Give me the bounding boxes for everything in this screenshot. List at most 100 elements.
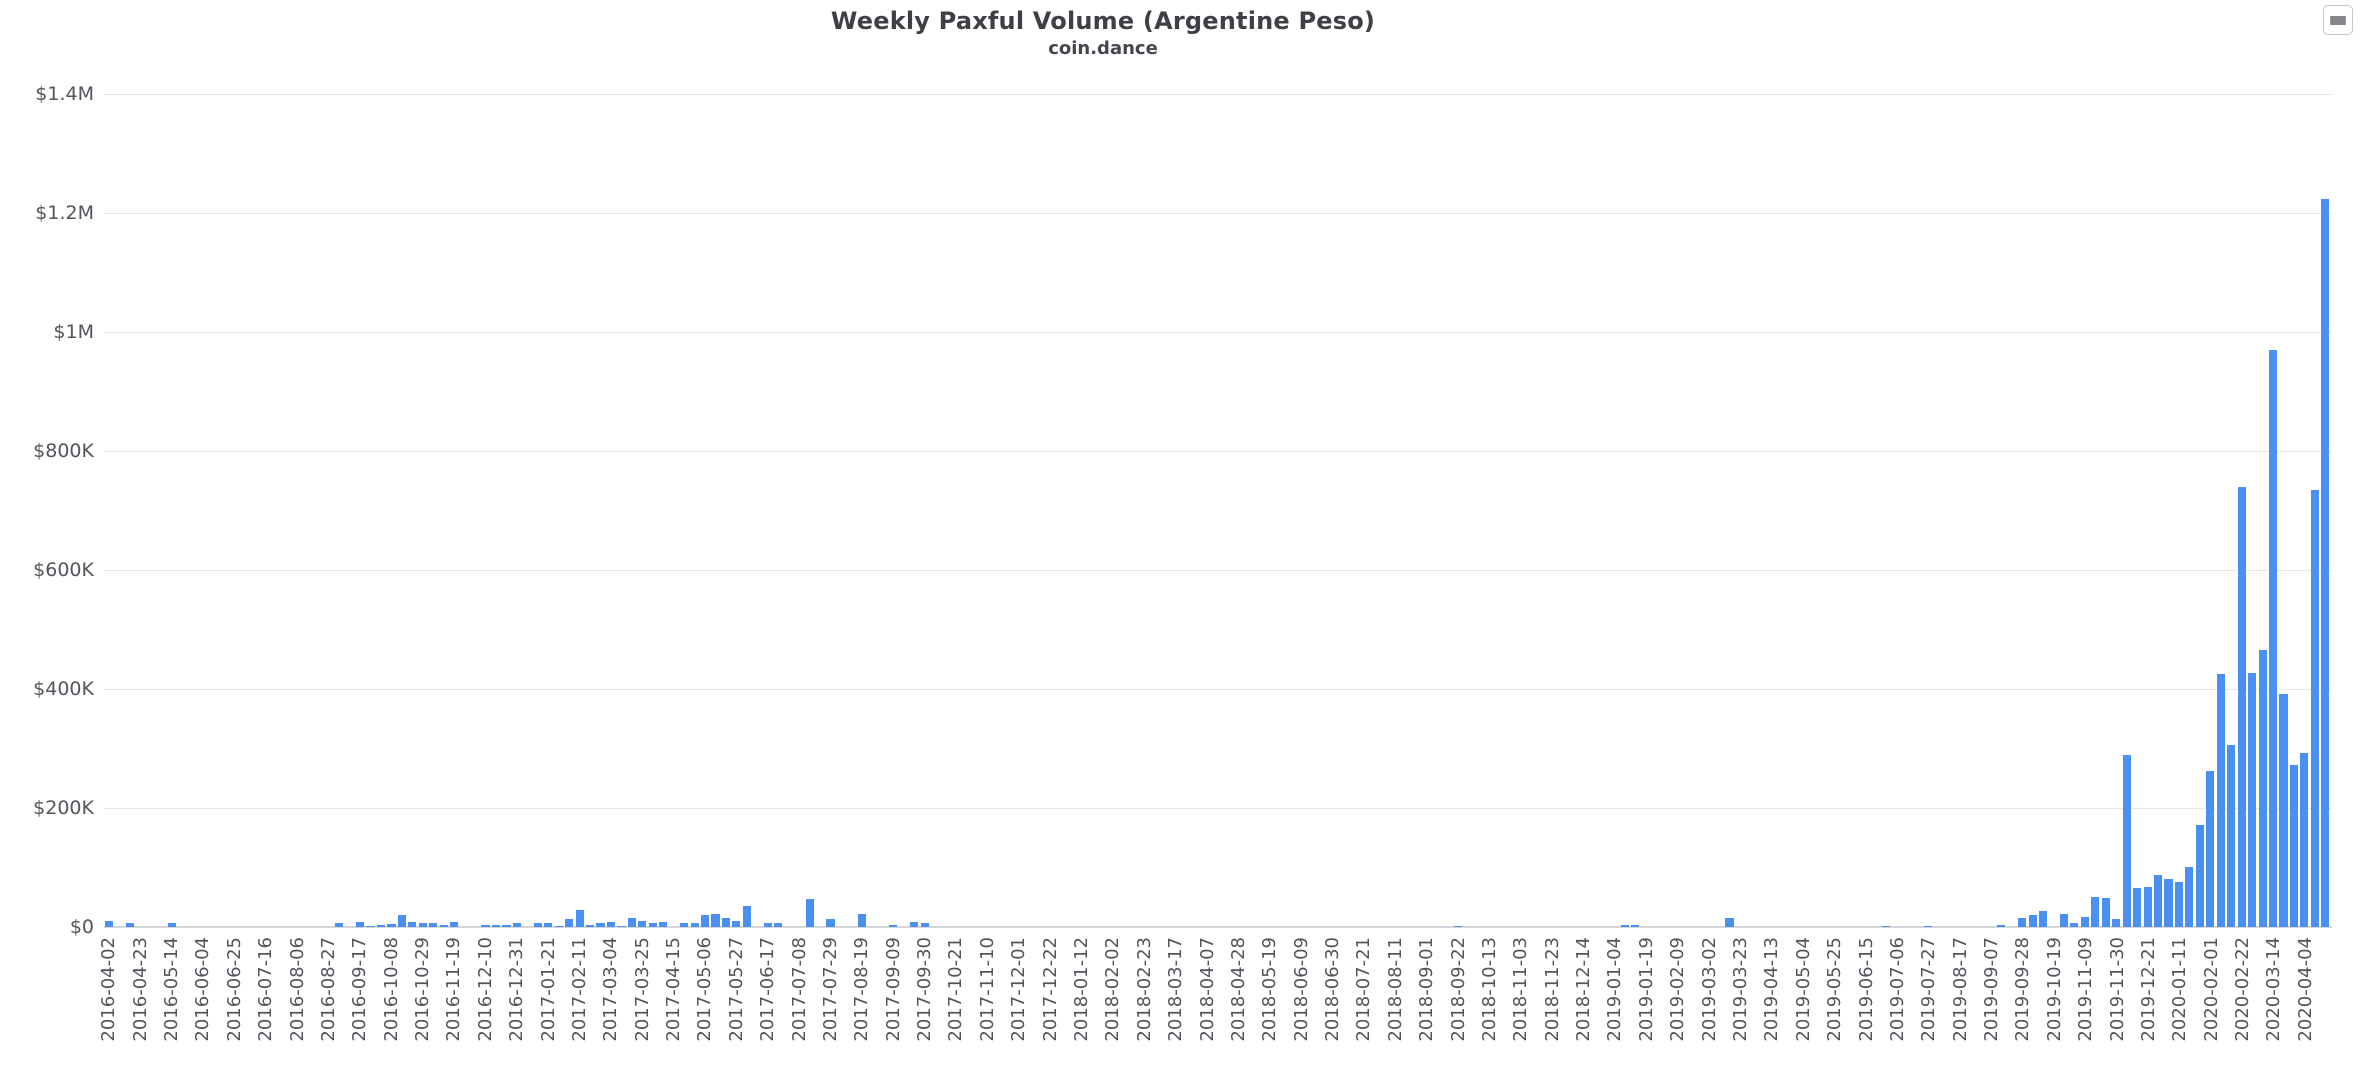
bar[interactable] <box>2091 896 2100 927</box>
bar[interactable] <box>105 921 114 927</box>
bar[interactable] <box>335 922 344 927</box>
bar[interactable] <box>920 923 929 927</box>
bar[interactable] <box>2174 881 2184 927</box>
bar[interactable] <box>2206 770 2215 927</box>
bar-slot <box>2080 94 2090 927</box>
bar[interactable] <box>2080 916 2089 927</box>
bar-slot <box>1191 94 1201 927</box>
bar[interactable] <box>2122 755 2131 927</box>
bar[interactable] <box>1631 925 1640 927</box>
bar[interactable] <box>397 914 406 927</box>
bar-slot <box>763 94 773 927</box>
bar[interactable] <box>1453 925 1462 927</box>
bar[interactable] <box>596 922 605 927</box>
bar[interactable] <box>554 926 563 927</box>
bar-slot <box>1160 94 1170 927</box>
bar[interactable] <box>690 923 699 927</box>
bar[interactable] <box>2018 918 2027 927</box>
bar-slot <box>1505 94 1515 927</box>
bar[interactable] <box>606 922 616 927</box>
bar[interactable] <box>575 909 584 927</box>
x-axis-tick-label: 2017-06-17 <box>757 937 779 1042</box>
bar[interactable] <box>680 922 689 927</box>
bar[interactable] <box>2227 744 2236 927</box>
bar-slot <box>857 94 867 927</box>
bar[interactable] <box>2248 672 2257 927</box>
bar[interactable] <box>387 924 396 927</box>
bar[interactable] <box>533 923 542 927</box>
bar[interactable] <box>721 918 731 927</box>
bar[interactable] <box>544 922 553 927</box>
bar[interactable] <box>2133 887 2142 927</box>
bar[interactable] <box>659 921 668 927</box>
bar[interactable] <box>408 922 417 927</box>
bar[interactable] <box>356 922 365 927</box>
bar-slot <box>648 94 658 927</box>
bar[interactable] <box>2279 693 2288 927</box>
bar[interactable] <box>481 924 490 927</box>
bar[interactable] <box>2112 919 2121 927</box>
bar[interactable] <box>2310 489 2319 927</box>
bar[interactable] <box>491 924 501 927</box>
bar[interactable] <box>638 921 647 927</box>
bar[interactable] <box>889 924 898 927</box>
bar[interactable] <box>2258 649 2267 927</box>
bar[interactable] <box>126 923 135 927</box>
bar[interactable] <box>2216 674 2225 927</box>
bar[interactable] <box>826 919 835 927</box>
gridline <box>104 451 2332 452</box>
bar[interactable] <box>2101 897 2110 927</box>
bar[interactable] <box>617 925 626 927</box>
chart-context-menu-button[interactable] <box>2323 5 2353 35</box>
bar[interactable] <box>2164 879 2173 927</box>
bar[interactable] <box>910 922 919 927</box>
x-axis-tick-label: 2019-11-30 <box>2106 937 2128 1042</box>
bar[interactable] <box>565 918 574 927</box>
bar[interactable] <box>1725 918 1734 927</box>
bar[interactable] <box>167 923 177 927</box>
bar[interactable] <box>2059 913 2069 927</box>
bar[interactable] <box>2195 825 2204 927</box>
bar[interactable] <box>502 925 511 927</box>
bar[interactable] <box>2153 874 2163 927</box>
bar[interactable] <box>700 915 710 927</box>
bar-slot <box>1839 94 1849 927</box>
bar[interactable] <box>586 924 595 927</box>
bar[interactable] <box>805 899 814 927</box>
bar[interactable] <box>2038 910 2048 927</box>
bar-slot <box>1243 94 1253 927</box>
bar[interactable] <box>1924 925 1933 927</box>
bar[interactable] <box>2300 753 2309 927</box>
x-axis-tick-label: 2019-02-09 <box>1667 937 1689 1042</box>
bar-slot <box>1024 94 1034 927</box>
bar[interactable] <box>512 923 521 927</box>
bar-slot <box>1097 94 1107 927</box>
bar[interactable] <box>2185 866 2194 927</box>
bar[interactable] <box>1882 925 1891 927</box>
bar[interactable] <box>648 922 657 927</box>
bar[interactable] <box>366 925 375 927</box>
bar[interactable] <box>1997 924 2006 927</box>
bar[interactable] <box>418 922 427 927</box>
bar[interactable] <box>376 925 386 927</box>
bar[interactable] <box>774 922 783 927</box>
bar-slot <box>198 94 208 927</box>
bar[interactable] <box>2028 915 2037 927</box>
bar[interactable] <box>2237 486 2246 927</box>
bar[interactable] <box>732 921 741 927</box>
bar[interactable] <box>2268 349 2278 927</box>
bar[interactable] <box>439 924 448 927</box>
y-axis-tick-label: $1M <box>53 321 94 343</box>
bar[interactable] <box>2143 886 2152 927</box>
bar[interactable] <box>1620 924 1629 927</box>
bar[interactable] <box>742 905 751 927</box>
bar[interactable] <box>2321 198 2330 927</box>
bar[interactable] <box>627 917 636 927</box>
bar[interactable] <box>450 922 459 927</box>
bar[interactable] <box>763 923 772 927</box>
bar[interactable] <box>857 913 866 927</box>
bar[interactable] <box>2289 765 2298 927</box>
bar[interactable] <box>711 913 720 927</box>
bar[interactable] <box>429 923 438 927</box>
bar[interactable] <box>2070 922 2079 927</box>
